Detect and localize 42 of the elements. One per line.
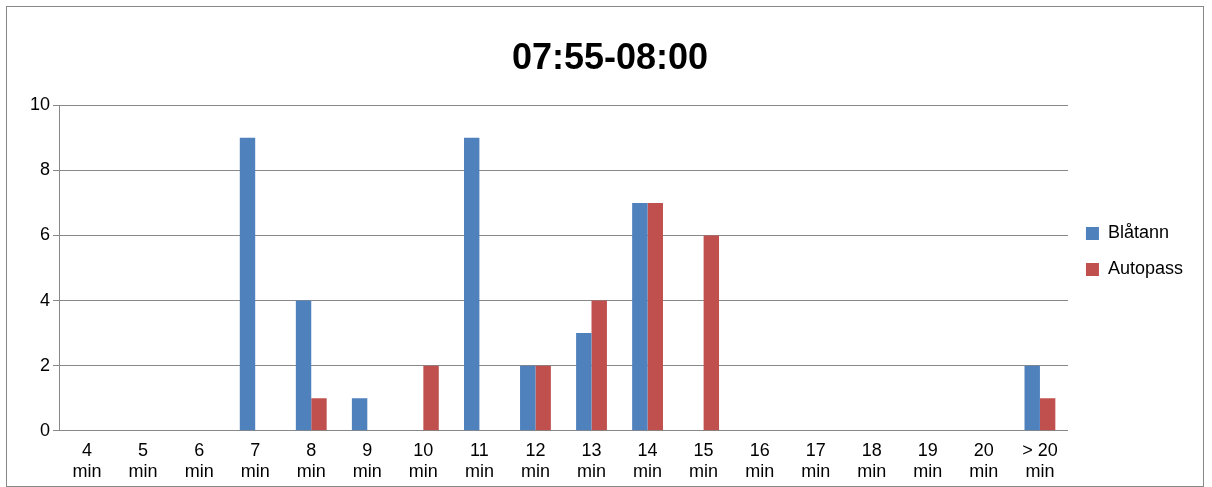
- y-tick-label: 4: [40, 289, 51, 310]
- x-tick-label: 15 min: [689, 439, 719, 482]
- x-tick-label: 6 min: [184, 439, 214, 482]
- x-tick-label: 7 min: [240, 439, 270, 482]
- x-tick-label: 11 min: [464, 439, 494, 482]
- x-tick-label: 9 min: [352, 439, 382, 482]
- x-tick-label: 4 min: [72, 439, 102, 482]
- bar: [576, 333, 592, 431]
- bar: [703, 235, 720, 431]
- bar: [423, 365, 439, 431]
- bar: [1039, 398, 1056, 431]
- x-tick-label: 20 min: [969, 439, 999, 482]
- y-tick-label: 6: [40, 224, 51, 245]
- x-tick-label: > 20 min: [1022, 439, 1058, 482]
- y-tick-label: 8: [40, 159, 51, 180]
- x-tick-label: 14 min: [633, 439, 663, 482]
- bar: [520, 365, 536, 431]
- bar: [463, 137, 480, 431]
- chart-title: 07:55-08:00: [511, 35, 709, 77]
- bar: [632, 202, 648, 431]
- y-tick-label: 2: [40, 354, 51, 375]
- bar: [1024, 365, 1040, 431]
- legend-label: Blåtann: [1107, 222, 1170, 243]
- x-tick-label: 8 min: [296, 439, 326, 482]
- y-tick-label: 0: [40, 419, 51, 440]
- bar: [239, 137, 256, 431]
- x-tick-label: 16 min: [745, 439, 775, 482]
- bar: [295, 300, 312, 431]
- x-tick-label: 13 min: [577, 439, 607, 482]
- legend-label: Autopass: [1107, 258, 1184, 279]
- bar: [311, 398, 327, 431]
- bar: [535, 365, 551, 431]
- bar: [351, 398, 368, 431]
- y-tick-label: 10: [29, 94, 51, 115]
- bar: [591, 300, 607, 431]
- x-tick-label: 19 min: [913, 439, 943, 482]
- x-tick-label: 12 min: [520, 439, 550, 482]
- x-tick-label: 5 min: [128, 439, 158, 482]
- bar: [647, 202, 663, 431]
- x-tick-label: 17 min: [801, 439, 831, 482]
- x-tick-label: 10 min: [408, 439, 438, 482]
- x-tick-label: 18 min: [857, 439, 887, 482]
